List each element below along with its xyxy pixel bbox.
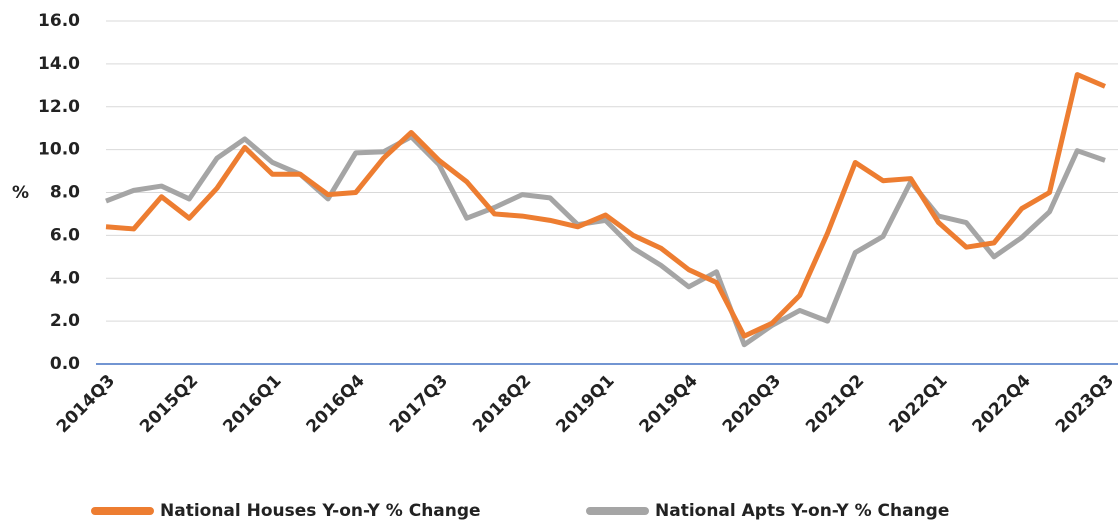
y-tick-label: 4.0 xyxy=(50,268,80,288)
x-tick-label: 2022Q1 xyxy=(885,371,951,437)
y-axis-label: % xyxy=(12,183,29,203)
series-line xyxy=(105,134,1106,348)
x-tick-label: 2023Q3 xyxy=(1052,371,1118,437)
y-tick-label: 0.0 xyxy=(50,354,80,374)
y-tick-label: 14.0 xyxy=(38,54,80,74)
x-tick-label: 2019Q4 xyxy=(636,371,702,437)
x-tick-label: 2014Q3 xyxy=(53,371,119,437)
y-tick-label: 16.0 xyxy=(38,11,80,31)
y-tick-label: 6.0 xyxy=(50,225,80,245)
x-tick-label: 2020Q3 xyxy=(719,371,785,437)
legend-label: National Houses Y-on-Y % Change xyxy=(160,501,481,521)
x-tick-label: 2016Q4 xyxy=(303,371,369,437)
x-tick-label: 2018Q2 xyxy=(469,371,535,437)
y-tick-label: 2.0 xyxy=(50,311,80,331)
x-tick-label: 2017Q3 xyxy=(386,371,452,437)
x-tick-label: 2016Q1 xyxy=(219,371,285,437)
y-tick-label: 10.0 xyxy=(38,140,80,160)
series-line xyxy=(105,72,1106,339)
legend-label: National Apts Y-on-Y % Change xyxy=(655,501,949,521)
y-tick-label: 12.0 xyxy=(38,97,80,117)
y-tick-label: 8.0 xyxy=(50,183,80,203)
x-tick-label: 2021Q2 xyxy=(802,371,868,437)
x-tick-label: 2022Q4 xyxy=(969,371,1035,437)
x-tick-label: 2019Q1 xyxy=(552,371,618,437)
x-tick-label: 2015Q2 xyxy=(136,371,202,437)
